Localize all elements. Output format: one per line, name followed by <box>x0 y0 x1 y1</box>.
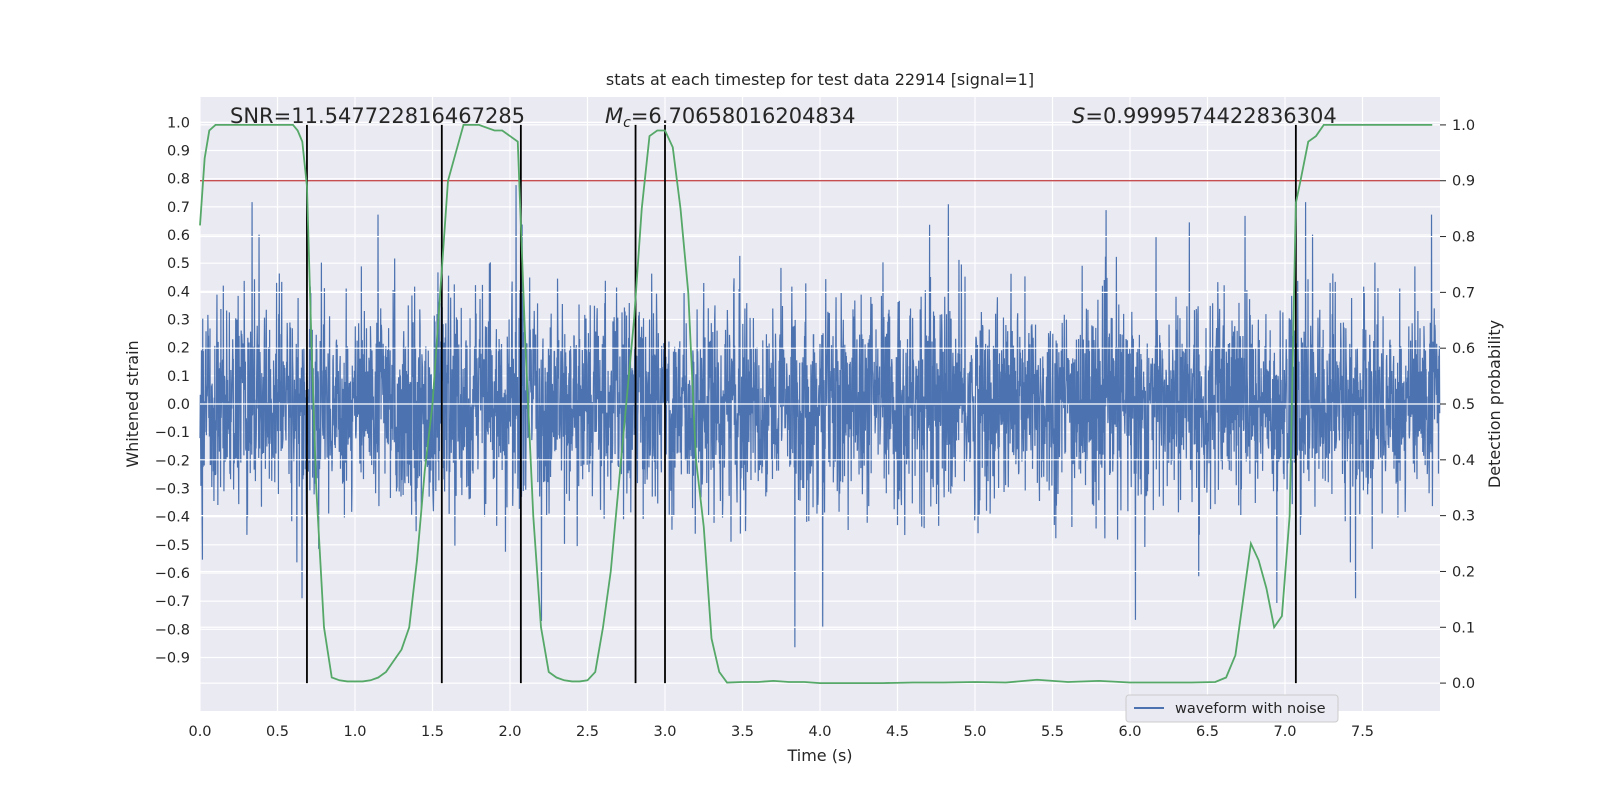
y-tick-label: 0.4 <box>167 284 190 300</box>
y2-tick-label: 0.8 <box>1452 230 1475 246</box>
x-tick-label: 1.5 <box>421 724 444 740</box>
legend: waveform with noise <box>1125 694 1339 723</box>
y2-tick-label: 0.5 <box>1452 397 1475 413</box>
y-tick-label: 1.0 <box>167 115 190 131</box>
y-tick-label: 0.6 <box>167 228 190 244</box>
y-tick-label: −0.2 <box>155 453 190 469</box>
y-tick-label: −0.7 <box>155 594 190 610</box>
y-tick-label: 0.9 <box>167 144 190 160</box>
x-tick-label: 6.0 <box>1118 724 1141 740</box>
y-tick-label: −0.1 <box>155 425 190 441</box>
y2-tick-label: 0.1 <box>1452 620 1475 636</box>
x-tick-label: 5.5 <box>1041 724 1064 740</box>
y-tick-label: −0.3 <box>155 481 190 497</box>
y-tick-label: 0.0 <box>167 397 190 413</box>
y-tick-label: 0.5 <box>167 256 190 272</box>
y2-tick-label: 1.0 <box>1452 118 1475 134</box>
y2-tick-label: 0.3 <box>1452 509 1475 525</box>
y-tick-label: 0.7 <box>167 200 190 216</box>
y2-tick-label: 0.9 <box>1452 174 1475 190</box>
legend-box <box>1125 694 1339 723</box>
legend-label-waveform: waveform with noise <box>1175 701 1326 717</box>
y-tick-label: −0.6 <box>155 566 190 582</box>
chirp-mass-subscript: c <box>623 115 631 131</box>
y-tick-label: −0.8 <box>155 622 190 638</box>
x-tick-label: 1.0 <box>343 724 366 740</box>
chirp-mass-symbol: M <box>605 104 623 128</box>
x-axis-label: Time (s) <box>786 746 852 765</box>
chart-title: stats at each timestep for test data 229… <box>606 70 1034 89</box>
y-tick-label: 0.1 <box>167 369 190 385</box>
probability-line <box>199 124 1433 684</box>
x-tick-label: 7.5 <box>1351 724 1374 740</box>
x-tick-label: 4.0 <box>808 724 831 740</box>
y-tick-label: 0.2 <box>167 341 190 357</box>
x-tick-label: 7.0 <box>1273 724 1296 740</box>
y-tick-label: −0.9 <box>155 650 190 666</box>
s-annotation: S=0.9999574422836304 <box>1072 104 1337 128</box>
y2-tick-label: 0.6 <box>1452 341 1475 357</box>
y-tick-label: −0.4 <box>155 510 190 526</box>
x-tick-label: 5.0 <box>963 724 986 740</box>
x-tick-label: 4.5 <box>886 724 909 740</box>
y-axis-label: Whitened strain <box>123 340 142 467</box>
snr-annotation: SNR=11.547722816467285 <box>230 104 525 128</box>
waveform-line <box>199 185 1441 648</box>
y2-tick-label: 0.0 <box>1452 676 1475 692</box>
y2-tick-label: 0.2 <box>1452 564 1475 580</box>
y2-tick-label: 0.4 <box>1452 453 1475 469</box>
x-tick-label: 2.0 <box>498 724 521 740</box>
x-tick-label: 0.5 <box>266 724 289 740</box>
chirp-mass-value: =6.70658016204834 <box>631 104 856 128</box>
probability-series <box>199 124 1433 684</box>
s-symbol: S <box>1072 104 1085 128</box>
y-tick-label: 0.3 <box>167 313 190 329</box>
y2-axis-label: Detection probability <box>1485 320 1504 488</box>
y2-tick-label: 0.7 <box>1452 285 1475 301</box>
x-tick-label: 3.0 <box>653 724 676 740</box>
axis-ticks: 0.0 0.5 1.0 1.5 2.0 2.5 3.0 3.5 4.0 4.5 5.0 5.5 6.0 6… <box>155 115 1475 740</box>
y-tick-label: 0.8 <box>167 172 190 188</box>
y-tick-label: −0.5 <box>155 538 190 554</box>
x-tick-label: 6.5 <box>1196 724 1219 740</box>
x-tick-label: 2.5 <box>576 724 599 740</box>
s-value: =0.9999574422836304 <box>1085 104 1336 128</box>
waveform-series <box>199 185 1441 648</box>
x-tick-label: 0.0 <box>188 724 211 740</box>
x-tick-label: 3.5 <box>731 724 754 740</box>
chirp-mass-annotation: Mc=6.70658016204834 <box>605 104 856 131</box>
